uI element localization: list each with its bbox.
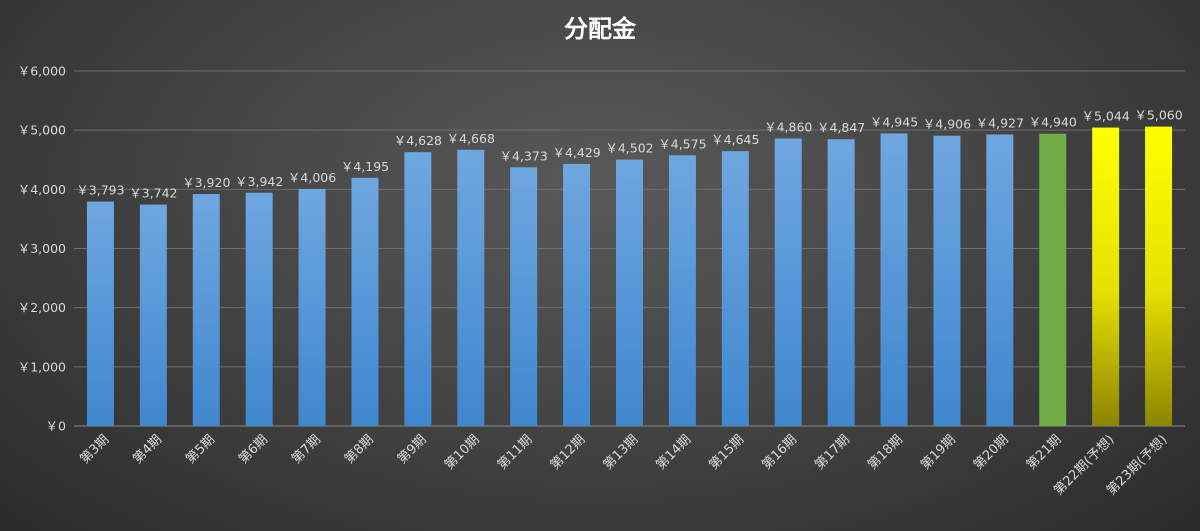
x-category-label: 第21期 [1024,432,1065,473]
x-category-label: 第11期 [495,432,536,473]
bar [880,133,908,426]
x-axis-category-labels: 第3期 第4期 第5期 第6期 第7期 第8期 第9期 第10期 第11期 第12期 第13期 第14… [77,432,1170,499]
data-label: ￥4,927 [976,115,1024,130]
bar [192,194,220,426]
data-label: ￥3,920 [182,175,230,190]
data-label: ￥4,429 [552,145,600,160]
x-category-label: 第15期 [706,432,747,473]
x-category-label: 第8期 [342,432,377,467]
x-category-label: 第14期 [654,432,695,473]
bar [668,155,696,426]
data-label: ￥4,860 [764,119,812,134]
bar [827,139,855,426]
data-label: ￥4,645 [711,132,759,147]
x-category-label: 第19期 [918,432,959,473]
bar [510,167,538,426]
data-label: ￥4,945 [870,114,918,129]
x-category-label: 第4期 [130,432,165,467]
bars [86,126,1173,427]
y-tick-label: ￥3,000 [18,241,66,256]
bar [404,152,432,426]
bar [721,151,749,426]
data-label: ￥5,044 [1081,109,1129,124]
bar [933,135,961,426]
x-category-label: 第17期 [812,432,853,473]
x-category-label: 第10期 [442,432,483,473]
bar [986,134,1014,426]
data-label: ￥4,195 [341,159,389,174]
y-tick-label: ￥0 [46,419,67,434]
data-label: ￥3,793 [76,183,124,198]
bar [1092,127,1120,427]
x-category-label: 第20期 [971,432,1012,473]
y-tick-label: ￥6,000 [18,64,66,79]
y-tick-label: ￥1,000 [18,359,66,374]
x-category-label: 第3期 [77,432,112,467]
data-label: ￥3,942 [235,174,283,189]
y-tick-label: ￥2,000 [18,300,66,315]
bar [245,192,273,426]
y-axis-tick-labels: ￥0 ￥1,000 ￥2,000 ￥3,000 ￥4,000 ￥5,000 ￥6,000 [18,64,66,434]
x-category-label: 第7期 [289,432,324,467]
data-label: ￥3,742 [129,186,177,201]
x-category-label: 第5期 [183,432,218,467]
y-tick-label: ￥5,000 [18,123,66,138]
x-category-label: 第9期 [395,432,430,467]
x-category-label: 第6期 [236,432,271,467]
x-category-label: 第13期 [601,432,642,473]
bar [457,149,485,426]
data-label: ￥4,575 [658,136,706,151]
bar [298,188,326,426]
data-label: ￥4,502 [605,141,653,156]
chart-title: 分配金 [564,15,637,43]
bar [139,204,167,426]
x-category-label: 第12期 [548,432,589,473]
bar [1145,126,1173,426]
data-label: ￥4,940 [1029,115,1077,130]
data-label: ￥4,668 [447,131,495,146]
data-labels: ￥3,793 ￥3,742 ￥3,920 ￥3,942 ￥4,006 ￥4,195 ￥4,6… [76,108,1182,201]
data-label: ￥4,628 [394,133,442,148]
y-tick-label: ￥4,000 [18,182,66,197]
bar [1039,133,1067,426]
data-label: ￥5,060 [1134,108,1182,123]
x-category-label: 第16期 [759,432,800,473]
bar [774,138,802,426]
data-label: ￥4,847 [817,120,865,135]
data-label: ￥4,373 [500,148,548,163]
bar [351,177,379,426]
bar [86,201,114,426]
bar [616,159,643,427]
data-label: ￥4,006 [288,170,336,185]
x-category-label: 第18期 [865,432,906,473]
data-label: ￥4,906 [923,117,971,132]
bar [563,163,591,426]
